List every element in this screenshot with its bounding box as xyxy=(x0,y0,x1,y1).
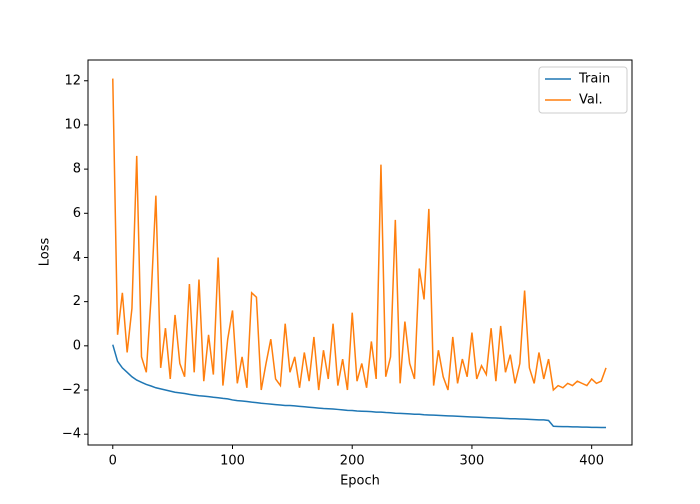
y-tick-label: −2 xyxy=(62,383,81,398)
legend-label: Train xyxy=(578,72,610,87)
x-tick-label: 200 xyxy=(340,454,365,469)
data-line xyxy=(112,78,607,392)
y-tick-label: 6 xyxy=(73,206,81,221)
y-tick-label: 0 xyxy=(73,338,81,353)
y-tick-label: 8 xyxy=(73,162,81,177)
y-axis-label: Loss xyxy=(38,238,53,267)
x-tick-label: 300 xyxy=(460,454,485,469)
y-tick-label: 12 xyxy=(64,73,81,88)
y-tick-label: −4 xyxy=(62,427,81,442)
data-line xyxy=(112,344,607,429)
x-tick-label: 0 xyxy=(109,454,117,469)
x-axis-label: Epoch xyxy=(340,474,380,489)
plot-frame xyxy=(87,59,633,446)
x-tick-label: 400 xyxy=(579,454,604,469)
legend-label: Val. xyxy=(579,93,603,108)
y-tick-label: 2 xyxy=(73,294,81,309)
y-tick-label: 10 xyxy=(64,117,81,132)
x-tick-label: 100 xyxy=(220,454,245,469)
y-tick-label: 4 xyxy=(73,250,81,265)
